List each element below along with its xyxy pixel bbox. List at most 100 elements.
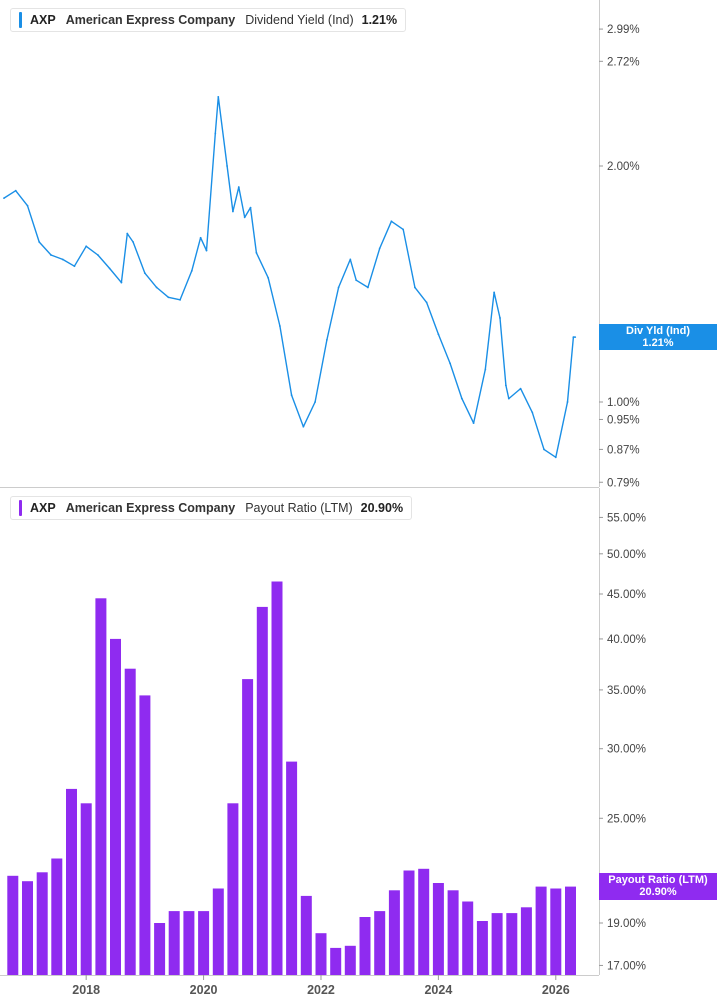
dividend-yield-point bbox=[367, 286, 369, 289]
payout-ratio-bar[interactable] bbox=[462, 901, 474, 976]
dividend-yield-point bbox=[349, 258, 352, 261]
dividend-yield-point bbox=[190, 269, 193, 272]
payout-ratio-bar[interactable] bbox=[565, 886, 576, 975]
payout-ratio-bar[interactable] bbox=[315, 933, 327, 975]
payout-ratio-bar[interactable] bbox=[271, 581, 283, 976]
payout-ratio-bar[interactable] bbox=[7, 875, 19, 975]
dividend-yield-point bbox=[572, 336, 575, 338]
payout-ratio-bar[interactable] bbox=[227, 803, 239, 975]
legend-ticker: AXP bbox=[30, 13, 56, 27]
payout-ratio-bar[interactable] bbox=[256, 606, 268, 975]
y-tick-label: 1.00% bbox=[607, 397, 640, 409]
payout-ratio-bar[interactable] bbox=[139, 695, 151, 975]
badge-label: Payout Ratio (LTM) bbox=[608, 874, 708, 886]
dividend-yield-point bbox=[108, 267, 111, 270]
dividend-yield-point bbox=[414, 286, 416, 289]
payout-ratio-bar[interactable] bbox=[51, 858, 63, 976]
dividend-yield-point bbox=[267, 276, 270, 279]
payout-ratio-bar[interactable] bbox=[154, 923, 166, 975]
payout-ratio-bar[interactable] bbox=[110, 638, 121, 975]
payout-ratio-bar[interactable] bbox=[330, 947, 342, 975]
payout-ratio-bar[interactable] bbox=[418, 868, 430, 975]
y-tick-label: 50.00% bbox=[607, 549, 646, 561]
dividend-yield-point bbox=[50, 254, 52, 256]
payout-ratio-bar[interactable] bbox=[403, 870, 415, 976]
dividend-yield-point bbox=[493, 291, 496, 294]
dividend-yield-current-badge: Div Yld (Ind) 1.21% bbox=[599, 324, 717, 350]
payout-ratio-bar[interactable] bbox=[550, 888, 562, 976]
payout-ratio-bar[interactable] bbox=[359, 917, 371, 975]
payout-ratio-bar[interactable] bbox=[198, 911, 210, 975]
dividend-yield-point bbox=[38, 241, 41, 243]
dividend-yield-point bbox=[232, 210, 234, 213]
dividend-yield-point bbox=[155, 286, 158, 289]
dividend-yield-point bbox=[484, 368, 487, 371]
y-tick-label: 55.00% bbox=[607, 512, 646, 524]
y-tick-label: 40.00% bbox=[607, 634, 646, 646]
payout-ratio-bar[interactable] bbox=[344, 945, 356, 975]
dividend-yield-legend[interactable]: AXP American Express Company Dividend Yi… bbox=[10, 8, 407, 32]
payout-ratio-plot[interactable] bbox=[7, 581, 576, 976]
dividend-yield-point bbox=[237, 186, 240, 188]
payout-ratio-legend[interactable]: AXP American Express Company Payout Rati… bbox=[10, 496, 413, 520]
dividend-yield-axis: 2.99% 2.72% 2.00% 1.00% 0.95% 0.87% 0.79% bbox=[599, 0, 640, 489]
dividend-yield-point bbox=[325, 339, 328, 341]
dividend-yield-point bbox=[214, 132, 217, 135]
payout-ratio-bar[interactable] bbox=[432, 883, 444, 975]
payout-ratio-bar[interactable] bbox=[447, 890, 459, 975]
badge-label: Div Yld (Ind) bbox=[626, 325, 690, 337]
payout-ratio-bar[interactable] bbox=[491, 913, 503, 975]
payout-ratio-swatch-icon bbox=[19, 500, 22, 516]
payout-ratio-bar[interactable] bbox=[95, 598, 107, 975]
payout-ratio-bar[interactable] bbox=[36, 872, 48, 975]
x-tick-label: 2022 bbox=[307, 983, 335, 997]
y-tick-label: 25.00% bbox=[607, 813, 646, 825]
payout-ratio-bar[interactable] bbox=[22, 881, 33, 975]
badge-value: 1.21% bbox=[642, 337, 674, 349]
y-tick-label: 0.87% bbox=[607, 444, 640, 456]
dividend-yield-point bbox=[243, 216, 246, 219]
dividend-yield-point bbox=[390, 220, 393, 223]
payout-ratio-bar[interactable] bbox=[183, 911, 195, 975]
payout-ratio-bar[interactable] bbox=[388, 890, 400, 975]
dividend-yield-point bbox=[143, 272, 146, 275]
payout-ratio-bar[interactable] bbox=[476, 921, 488, 975]
payout-ratio-bar[interactable] bbox=[374, 911, 386, 975]
payout-ratio-bar[interactable] bbox=[520, 907, 532, 975]
payout-ratio-current-badge: Payout Ratio (LTM) 20.90% bbox=[599, 873, 717, 900]
x-tick-label: 2018 bbox=[72, 983, 100, 997]
dividend-yield-point bbox=[449, 362, 452, 365]
y-tick-label: 2.00% bbox=[607, 161, 640, 173]
payout-ratio-bar[interactable] bbox=[212, 888, 224, 976]
y-tick-label: 35.00% bbox=[607, 685, 646, 697]
payout-ratio-bar[interactable] bbox=[300, 895, 312, 975]
payout-ratio-bar[interactable] bbox=[124, 668, 136, 975]
dividend-yield-point bbox=[378, 247, 381, 250]
y-tick-label: 0.95% bbox=[607, 414, 640, 426]
y-tick-label: 0.79% bbox=[607, 477, 640, 489]
dividend-yield-plot[interactable] bbox=[3, 96, 577, 459]
payout-ratio-bar[interactable] bbox=[506, 913, 518, 975]
dividend-yield-point bbox=[120, 281, 123, 284]
dividend-yield-point bbox=[472, 422, 475, 424]
payout-ratio-bar[interactable] bbox=[168, 911, 180, 975]
dividend-yield-point bbox=[355, 279, 358, 282]
dividend-yield-point bbox=[337, 286, 340, 289]
payout-ratio-axis: 55.00% 50.00% 45.00% 40.00% 35.00% 30.00% 25.0… bbox=[599, 488, 646, 975]
dividend-yield-point bbox=[519, 387, 522, 390]
y-tick-label: 17.00% bbox=[607, 960, 646, 972]
dividend-yield-point bbox=[425, 301, 428, 304]
legend-value: 1.21% bbox=[361, 13, 398, 27]
payout-ratio-bar[interactable] bbox=[80, 803, 92, 975]
payout-ratio-bar[interactable] bbox=[286, 761, 298, 975]
y-tick-label: 19.00% bbox=[607, 918, 646, 930]
legend-value: 20.90% bbox=[360, 501, 404, 515]
dividend-yield-point bbox=[314, 401, 317, 403]
payout-ratio-bar[interactable] bbox=[242, 679, 254, 975]
dividend-yield-point bbox=[531, 411, 534, 414]
payout-ratio-bar[interactable] bbox=[66, 788, 77, 975]
payout-ratio-bar[interactable] bbox=[535, 886, 547, 975]
dividend-yield-point bbox=[499, 317, 501, 319]
dividend-yield-line[interactable] bbox=[3, 96, 576, 458]
dividend-yield-point bbox=[249, 206, 252, 209]
